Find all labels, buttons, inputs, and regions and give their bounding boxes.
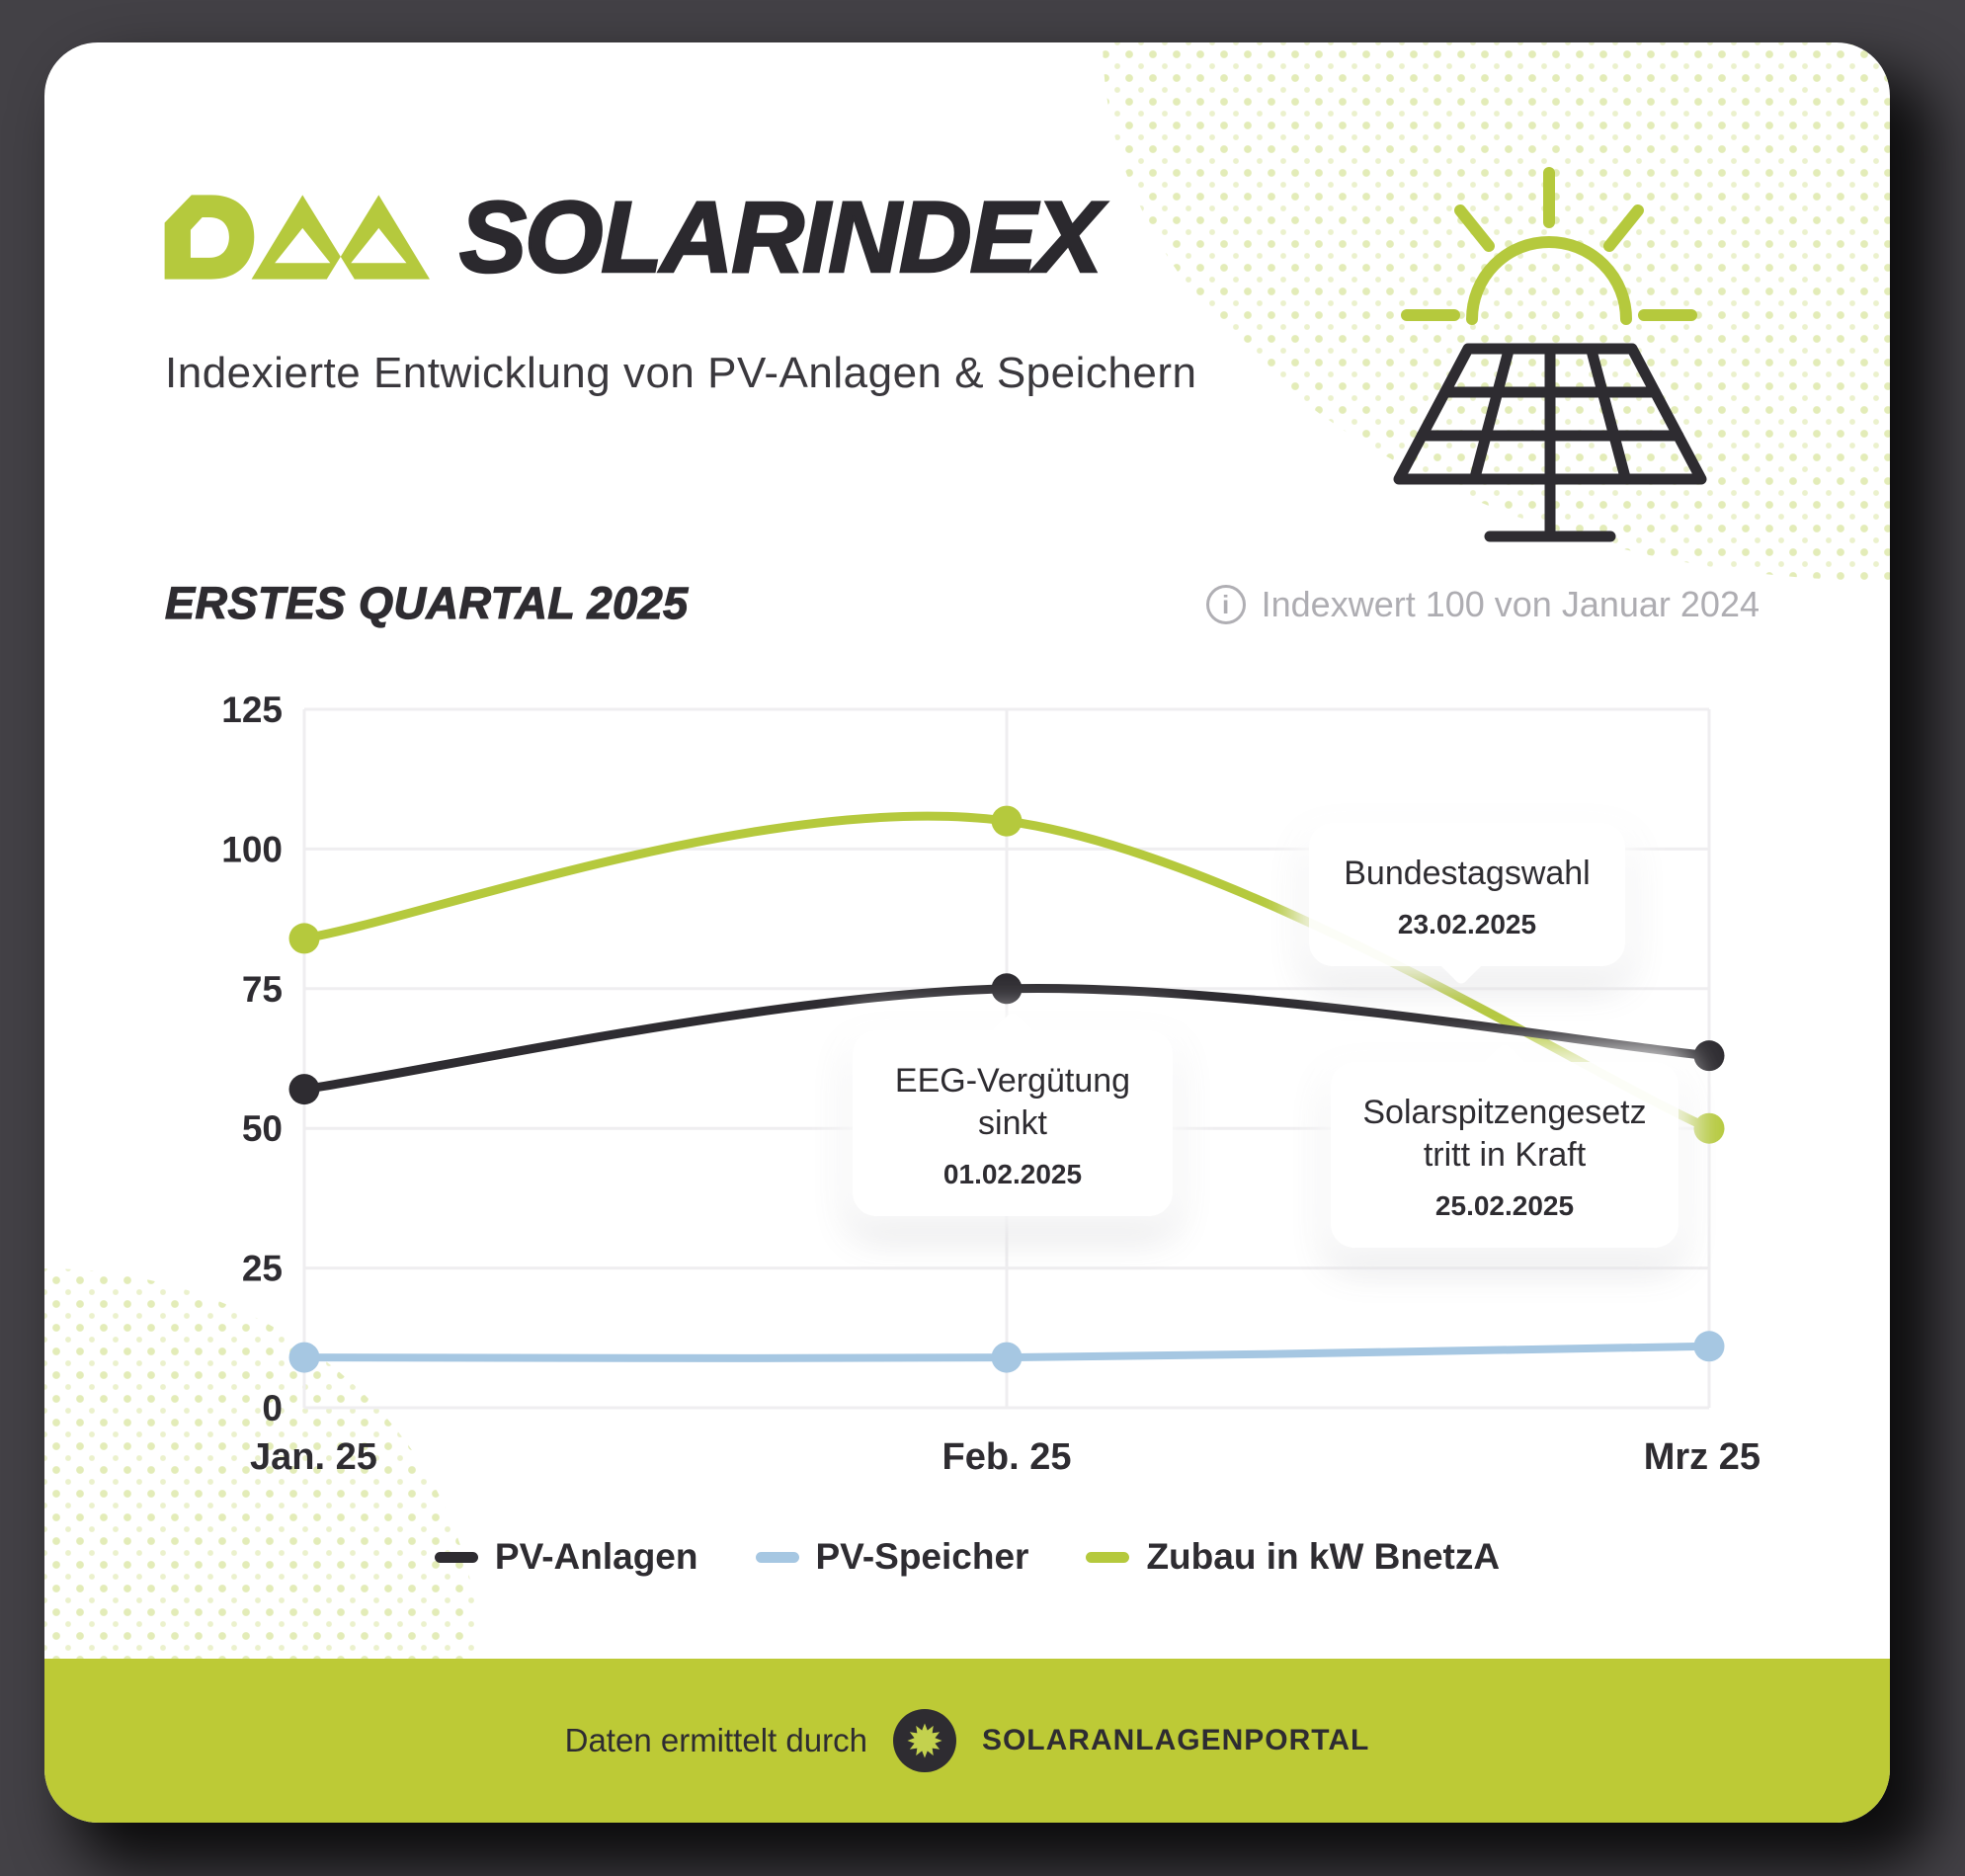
section-title: ERSTES QUARTAL 2025 [164, 577, 689, 628]
callout-tail [1436, 938, 1485, 986]
daa-logo-icon [164, 195, 430, 280]
subtitle: Indexierte Entwicklung von PV-Anlagen & … [165, 349, 1197, 397]
solaranlagenportal-logo-icon [892, 1709, 956, 1772]
page-title: SOLARINDEX [458, 181, 1104, 293]
legend-swatch [1086, 1551, 1130, 1563]
solar-panel-icon [1393, 167, 1707, 542]
callout-title-line: Bundestagswahl [1344, 855, 1591, 892]
info-icon: i [1205, 585, 1246, 624]
callout-date: 25.02.2025 [1434, 1189, 1575, 1221]
legend-label: PV-Anlagen [494, 1536, 698, 1577]
legend-swatch [755, 1551, 799, 1563]
callout-23.02.2025: Bundestagswahl 23.02.2025 [1309, 823, 1625, 986]
legend-label: PV-Speicher [815, 1536, 1029, 1577]
legend-item-PV-Speicher: PV-Speicher [755, 1536, 1029, 1578]
footer-bar: Daten ermittelt durch SOLARANLAGENPORTAL [44, 1659, 1890, 1823]
brand-row: SOLARINDEX [161, 181, 1104, 293]
legend-swatch [434, 1551, 478, 1563]
callout-25.02.2025: Solarspitzengesetz tritt in Kraft 25.02.20… [1331, 1041, 1678, 1248]
footer-text: Daten ermittelt durch [564, 1722, 867, 1758]
chart-annotations: EEG-Vergütung sinkt 01.02.2025 Bundestagswa… [44, 42, 1890, 1823]
legend-item-PV-Anlagen: PV-Anlagen [434, 1536, 698, 1578]
callout-tail [1480, 1041, 1529, 1091]
callout-tail [988, 1010, 1037, 1059]
index-note: i Indexwert 100 von Januar 2024 [1205, 584, 1760, 625]
callout-01.02.2025: EEG-Vergütung sinkt 01.02.2025 [853, 1010, 1173, 1216]
legend-item-Zubau in kW BnetzA: Zubau in kW BnetzA [1086, 1536, 1500, 1578]
footer-brand: SOLARANLAGENPORTAL [981, 1724, 1370, 1756]
callout-title-line: EEG-Vergütung [894, 1062, 1131, 1100]
callout-date: 01.02.2025 [942, 1158, 1083, 1189]
callout-date: 23.02.2025 [1397, 908, 1537, 939]
infographic-card: SOLARINDEX Indexierte Entwicklung von PV… [44, 42, 1890, 1823]
callout-title-line: tritt in Kraft [1423, 1135, 1587, 1174]
callout-title-line: Solarspitzengesetz [1362, 1094, 1647, 1131]
chart-legend: PV-Anlagen PV-Speicher Zubau in kW BnetzA [44, 1536, 1890, 1578]
callout-title-line: sinkt [978, 1103, 1047, 1142]
legend-label: Zubau in kW BnetzA [1146, 1536, 1501, 1577]
index-note-text: Indexwert 100 von Januar 2024 [1261, 584, 1760, 624]
